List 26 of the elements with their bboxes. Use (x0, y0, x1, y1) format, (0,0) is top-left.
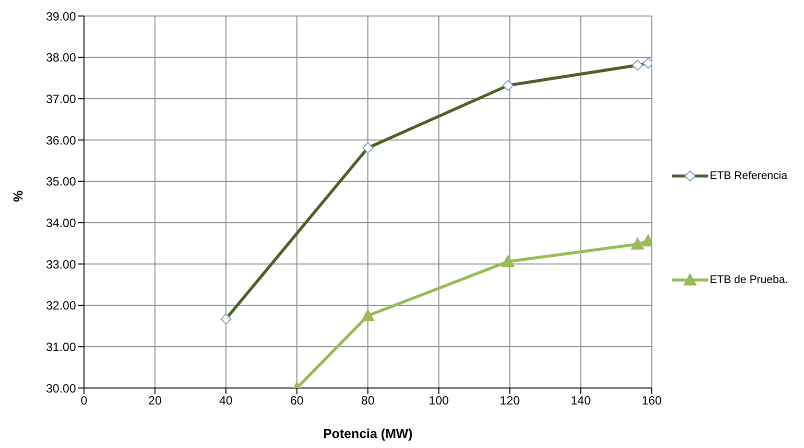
y-tick-label: 32.00 (46, 298, 76, 313)
x-tick-label: 140 (570, 394, 592, 408)
x-tick-label: 160 (642, 394, 662, 408)
legend-label: ETB Referencia (710, 170, 788, 182)
x-tick-label: 40 (219, 394, 233, 408)
point (631, 238, 644, 250)
legend-label: ETB de Prueba. (710, 274, 788, 286)
x-tick-label: 60 (290, 394, 304, 408)
x-tick-label: 120 (500, 394, 520, 408)
x-tick-label: 80 (361, 394, 375, 408)
y-tick-label: 35.00 (46, 174, 76, 189)
y-axis-title: % (10, 190, 26, 202)
y-tick-label: 34.00 (46, 216, 76, 230)
x-tick-label: 0 (80, 394, 88, 408)
x-axis-title: Potencia (MW) (323, 426, 413, 441)
point (502, 255, 515, 268)
point (361, 309, 374, 322)
x-tick-label: 100 (428, 394, 450, 408)
y-tick-label: 39.00 (46, 9, 76, 24)
y-tick-label: 30.00 (46, 381, 76, 396)
y-tick-label: 36.00 (46, 133, 76, 148)
x-tick-label: 20 (148, 394, 162, 408)
y-tick-label: 38.00 (46, 50, 76, 65)
y-tick-label: 37.00 (46, 92, 76, 106)
y-tick-label: 31.00 (46, 340, 76, 354)
y-tick-label: 33.00 (46, 257, 76, 272)
